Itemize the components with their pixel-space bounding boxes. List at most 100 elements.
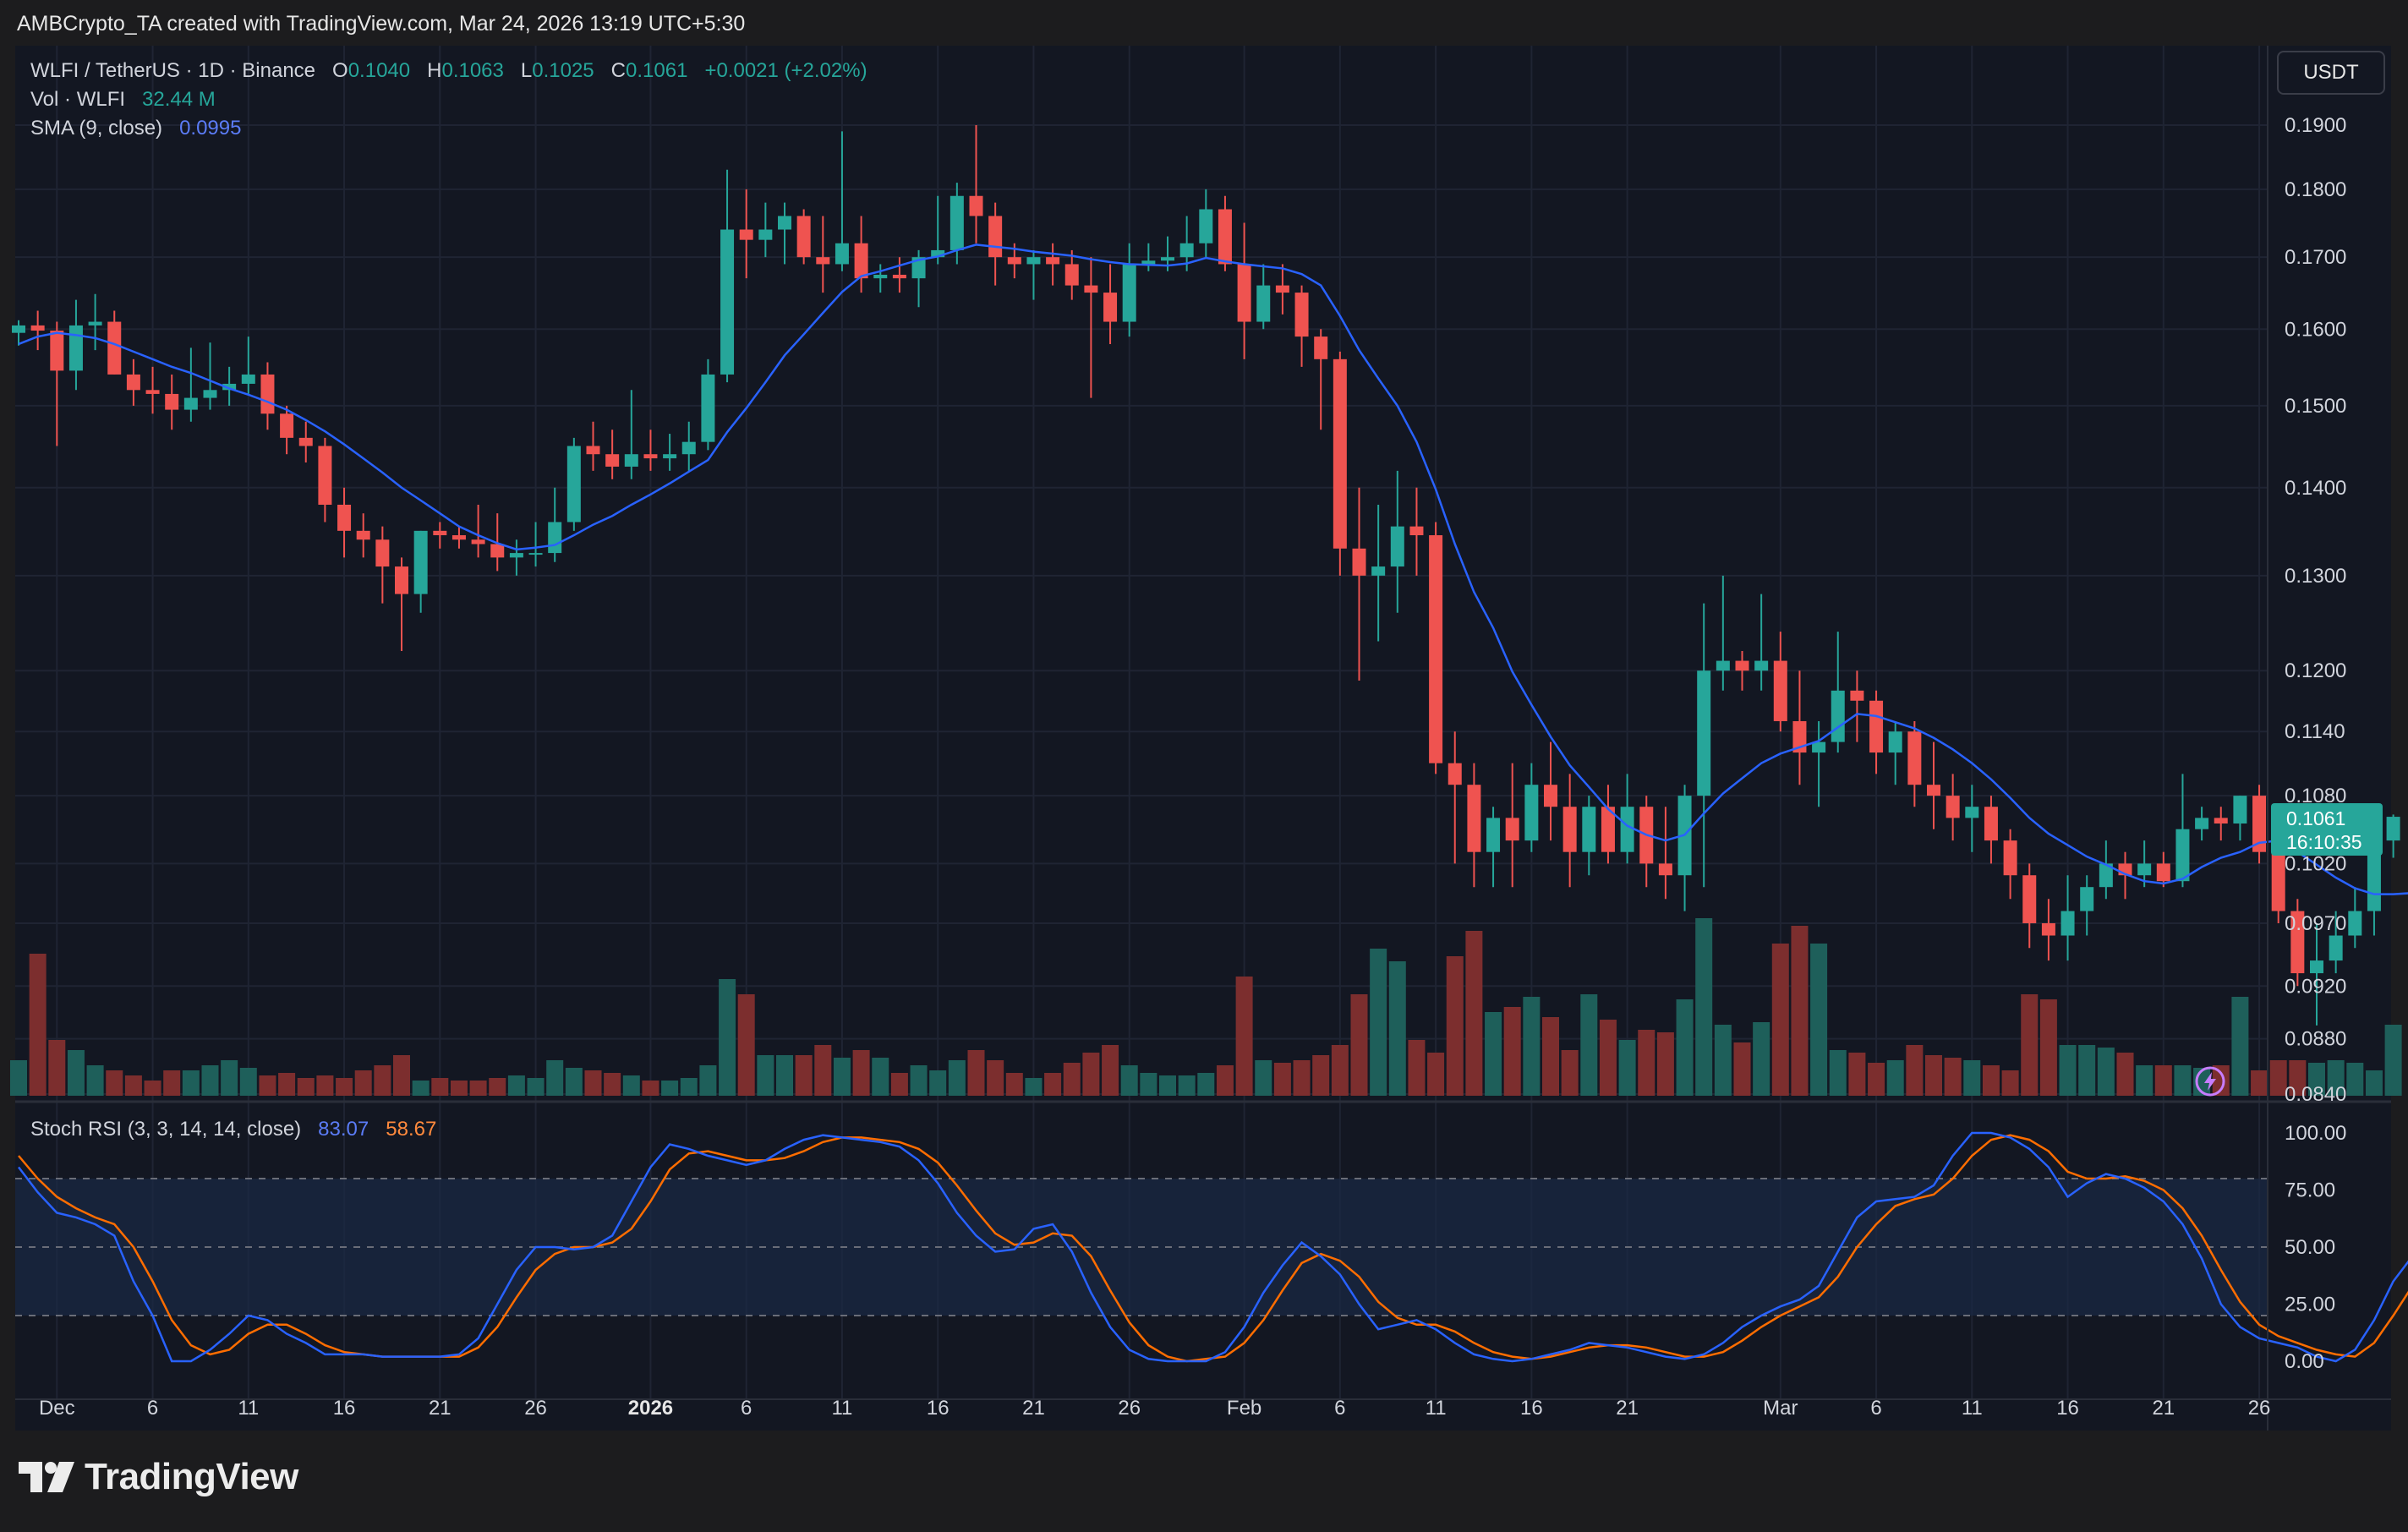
candle-body[interactable]	[2348, 911, 2362, 936]
candle-body[interactable]	[2310, 960, 2323, 974]
candle-body[interactable]	[452, 535, 466, 540]
candle-body[interactable]	[1965, 807, 1979, 818]
candle-body[interactable]	[2099, 863, 2113, 888]
candle-body[interactable]	[1026, 257, 1041, 265]
candle-body[interactable]	[260, 374, 275, 414]
candle-body[interactable]	[1697, 670, 1711, 796]
candle-body[interactable]	[1371, 566, 1386, 576]
candle-body[interactable]	[2022, 875, 2037, 923]
candle-body[interactable]	[2233, 796, 2247, 824]
candle-body[interactable]	[2386, 817, 2400, 841]
candle-body[interactable]	[1218, 209, 1232, 265]
candle-body[interactable]	[1333, 358, 1347, 549]
candle-body[interactable]	[758, 229, 773, 240]
candle-body[interactable]	[1735, 660, 1749, 671]
candle-body[interactable]	[931, 249, 945, 258]
candle-body[interactable]	[1448, 763, 1462, 785]
candle-body[interactable]	[203, 390, 217, 398]
candle-body[interactable]	[1046, 257, 1060, 265]
candle-body[interactable]	[1524, 785, 1539, 841]
candle-body[interactable]	[892, 274, 906, 279]
candle-body[interactable]	[1486, 818, 1501, 852]
candle-body[interactable]	[413, 530, 428, 594]
candle-body[interactable]	[1390, 526, 1404, 567]
candle-body[interactable]	[1658, 863, 1672, 876]
candle-body[interactable]	[50, 331, 64, 371]
candle-body[interactable]	[2080, 887, 2094, 911]
candle-body[interactable]	[1256, 285, 1271, 322]
candle-body[interactable]	[318, 446, 332, 505]
candle-body[interactable]	[988, 216, 1003, 258]
candle-body[interactable]	[1122, 264, 1136, 322]
candle-body[interactable]	[1275, 285, 1289, 293]
candle-body[interactable]	[528, 553, 543, 555]
candle-body[interactable]	[298, 437, 313, 446]
candle-body[interactable]	[1984, 807, 1998, 841]
candle-body[interactable]	[509, 553, 523, 558]
candle-body[interactable]	[1103, 293, 1118, 322]
chart-canvas[interactable]: 0.1900 0.1800 0.1700 0.1600 0.1500 0.1400 0.13…	[0, 46, 2408, 1431]
candle-body[interactable]	[2271, 851, 2285, 911]
candle-body[interactable]	[720, 229, 735, 375]
candle-body[interactable]	[356, 530, 370, 540]
candle-body[interactable]	[1773, 660, 1787, 721]
candle-body[interactable]	[1161, 257, 1174, 261]
candle-body[interactable]	[2175, 829, 2190, 882]
candle-body[interactable]	[605, 454, 620, 467]
sma-label[interactable]: SMA (9, close)	[30, 117, 163, 140]
candle-body[interactable]	[778, 216, 791, 230]
candle-body[interactable]	[165, 393, 179, 410]
candle-body[interactable]	[1179, 243, 1194, 258]
candle-body[interactable]	[643, 454, 658, 459]
candle-body[interactable]	[183, 397, 198, 410]
candle-body[interactable]	[739, 229, 753, 240]
candle-body[interactable]	[1429, 535, 1443, 763]
candle-body[interactable]	[12, 325, 25, 333]
candle-body[interactable]	[873, 274, 888, 279]
candle-body[interactable]	[126, 374, 140, 391]
candle-body[interactable]	[280, 413, 294, 438]
candle-body[interactable]	[490, 544, 505, 558]
candle-body[interactable]	[1946, 796, 1960, 818]
candle-body[interactable]	[663, 454, 677, 459]
candle-body[interactable]	[395, 566, 408, 594]
candle-body[interactable]	[2252, 796, 2267, 852]
candles[interactable]	[12, 125, 2400, 1026]
symbol-name[interactable]: WLFI / TetherUS · 1D · Binance	[30, 59, 316, 82]
candle-body[interactable]	[1352, 548, 1366, 576]
stoch-label[interactable]: Stoch RSI (3, 3, 14, 14, close)	[30, 1118, 302, 1141]
candle-body[interactable]	[68, 325, 83, 371]
candle-body[interactable]	[1831, 690, 1845, 742]
candle-body[interactable]	[1582, 807, 1596, 852]
candle-body[interactable]	[1792, 720, 1807, 753]
candle-body[interactable]	[681, 441, 696, 455]
candle-body[interactable]	[2214, 818, 2228, 824]
candle-body[interactable]	[1409, 526, 1424, 536]
candle-body[interactable]	[2195, 818, 2209, 829]
candle-body[interactable]	[1007, 257, 1021, 265]
candle-body[interactable]	[566, 446, 581, 523]
candle-body[interactable]	[586, 446, 600, 455]
candle-body[interactable]	[337, 504, 352, 531]
candle-body[interactable]	[222, 383, 237, 391]
candle-body[interactable]	[2060, 911, 2075, 936]
volume-label[interactable]: Vol · WLFI	[30, 88, 126, 111]
candle-body[interactable]	[1199, 209, 1213, 243]
candle-body[interactable]	[88, 321, 102, 326]
lightning-icon[interactable]	[2193, 1064, 2227, 1098]
candle-body[interactable]	[2137, 863, 2152, 876]
candle-body[interactable]	[30, 325, 45, 331]
candle-body[interactable]	[1601, 807, 1615, 852]
candle-body[interactable]	[2003, 840, 2017, 876]
candle-body[interactable]	[2156, 863, 2170, 882]
candle-body[interactable]	[107, 321, 122, 375]
candle-body[interactable]	[1141, 260, 1156, 265]
candle-body[interactable]	[145, 390, 160, 394]
candle-body[interactable]	[969, 195, 983, 216]
candle-body[interactable]	[241, 374, 255, 384]
candle-body[interactable]	[1754, 660, 1769, 671]
candle-body[interactable]	[1084, 285, 1098, 293]
candle-body[interactable]	[1620, 807, 1634, 852]
candle-body[interactable]	[375, 539, 390, 567]
candle-body[interactable]	[1716, 660, 1730, 671]
